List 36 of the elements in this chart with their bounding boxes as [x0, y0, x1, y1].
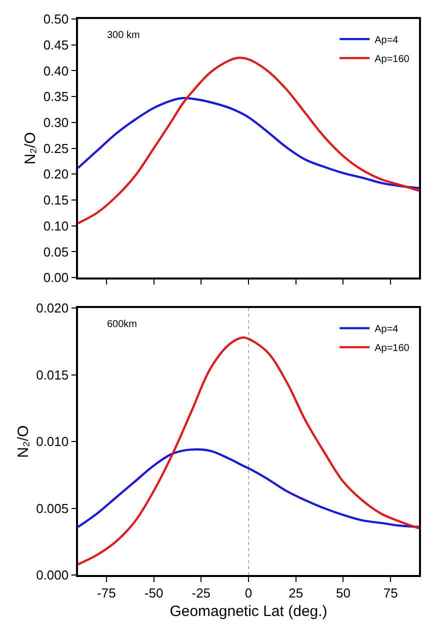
y-tick-label: 0.45: [43, 37, 69, 52]
x-tick-label: 50: [336, 585, 350, 600]
y-axis-title: N₂/O: [14, 425, 32, 458]
y-tick-label: 0.20: [43, 166, 69, 182]
x-tick-label: -25: [192, 585, 211, 600]
y-tick-label: 0.015: [36, 367, 69, 382]
line-series: [78, 336, 419, 566]
line-series: [78, 448, 419, 528]
y-tick-label: 0.010: [36, 434, 69, 450]
y-tick-label: 0.000: [36, 568, 69, 583]
y-tick-label: 0.05: [43, 244, 69, 260]
legend-label: Ap=160: [374, 54, 410, 65]
x-axis-title: Geomagnetic Lat (deg.): [170, 602, 328, 620]
annotation: 600km: [107, 319, 138, 330]
legend-label: Ap=4: [374, 324, 399, 336]
line-series: [78, 56, 419, 224]
x-tick-label: 25: [288, 585, 304, 600]
y-tick-label: 0.00: [43, 270, 69, 286]
x-tick-label: -75: [97, 585, 116, 600]
legend-label: Ap=160: [374, 343, 410, 354]
x-tick-label: 75: [383, 585, 398, 600]
line-series: [78, 96, 419, 190]
annotation: 300 km: [107, 30, 140, 41]
y-tick-label: 0.35: [43, 89, 69, 104]
x-tick-label: -50: [144, 585, 164, 600]
x-tick-label: 0: [244, 585, 252, 600]
y-tick-label: 0.30: [43, 114, 69, 130]
y-tick-label: 0.50: [43, 12, 69, 27]
y-tick-label: 0.25: [43, 140, 69, 156]
y-tick-label: 0.10: [43, 218, 69, 234]
y-tick-label: 0.40: [43, 63, 69, 78]
y-tick-label: 0.005: [36, 500, 69, 516]
y-tick-label: 0.020: [36, 300, 69, 316]
y-axis-title: N₂/O: [22, 132, 40, 165]
legend-label: Ap=4: [374, 34, 399, 46]
y-tick-label: 0.15: [43, 192, 69, 208]
